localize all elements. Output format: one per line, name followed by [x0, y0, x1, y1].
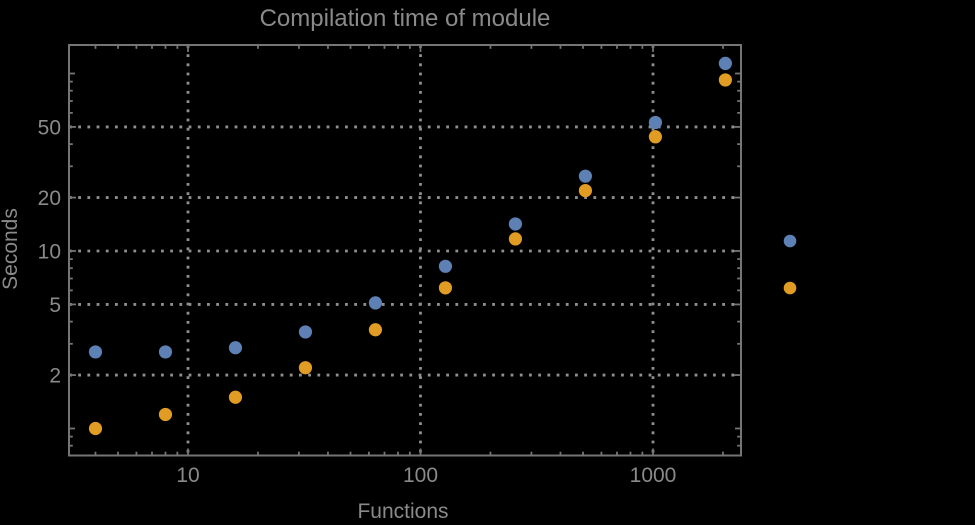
legend-marker-series-blue	[783, 234, 797, 248]
y-tick-label: 50	[38, 116, 61, 139]
x-tick-label: 1000	[630, 464, 677, 487]
y-axis-label: Seconds	[0, 208, 22, 290]
y-tick-label: 5	[49, 294, 61, 317]
y-tick-label: 20	[38, 187, 61, 210]
data-point-series-orange	[228, 390, 243, 404]
gridlines	[69, 45, 741, 456]
data-point-series-blue	[578, 169, 593, 183]
legend-marker-series-orange	[783, 281, 797, 295]
data-point-series-orange	[158, 407, 173, 422]
data-point-series-blue	[718, 56, 732, 70]
x-tick-label: 10	[176, 464, 199, 487]
data-point-series-orange	[298, 361, 313, 375]
data-point-series-orange	[718, 73, 732, 87]
data-point-series-blue	[158, 345, 173, 359]
legend-markers	[783, 234, 797, 295]
x-tick-label: 100	[403, 464, 438, 487]
data-point-series-orange	[438, 281, 453, 295]
data-point-series-blue	[438, 259, 453, 273]
data-point-series-orange	[508, 232, 523, 246]
y-tick-label: 10	[38, 241, 61, 264]
data-point-series-blue	[648, 115, 662, 130]
tick-labels: 10 100 1000 2 5 10 20 50	[38, 116, 677, 487]
data-point-series-blue	[228, 341, 243, 355]
data-point-series-blue	[88, 345, 103, 359]
axis-ticks	[69, 45, 741, 456]
chart-title: Compilation time of module	[260, 5, 551, 32]
y-tick-label: 2	[49, 365, 61, 388]
data-point-series-blue	[298, 325, 313, 339]
data-point-series-orange	[648, 130, 662, 144]
data-point-series-orange	[368, 323, 383, 337]
data-point-series-blue	[368, 296, 383, 310]
data-points	[88, 56, 732, 436]
x-axis-label: Functions	[357, 500, 448, 523]
data-point-series-orange	[88, 421, 103, 436]
data-point-series-blue	[508, 217, 523, 231]
data-point-series-orange	[578, 183, 593, 198]
